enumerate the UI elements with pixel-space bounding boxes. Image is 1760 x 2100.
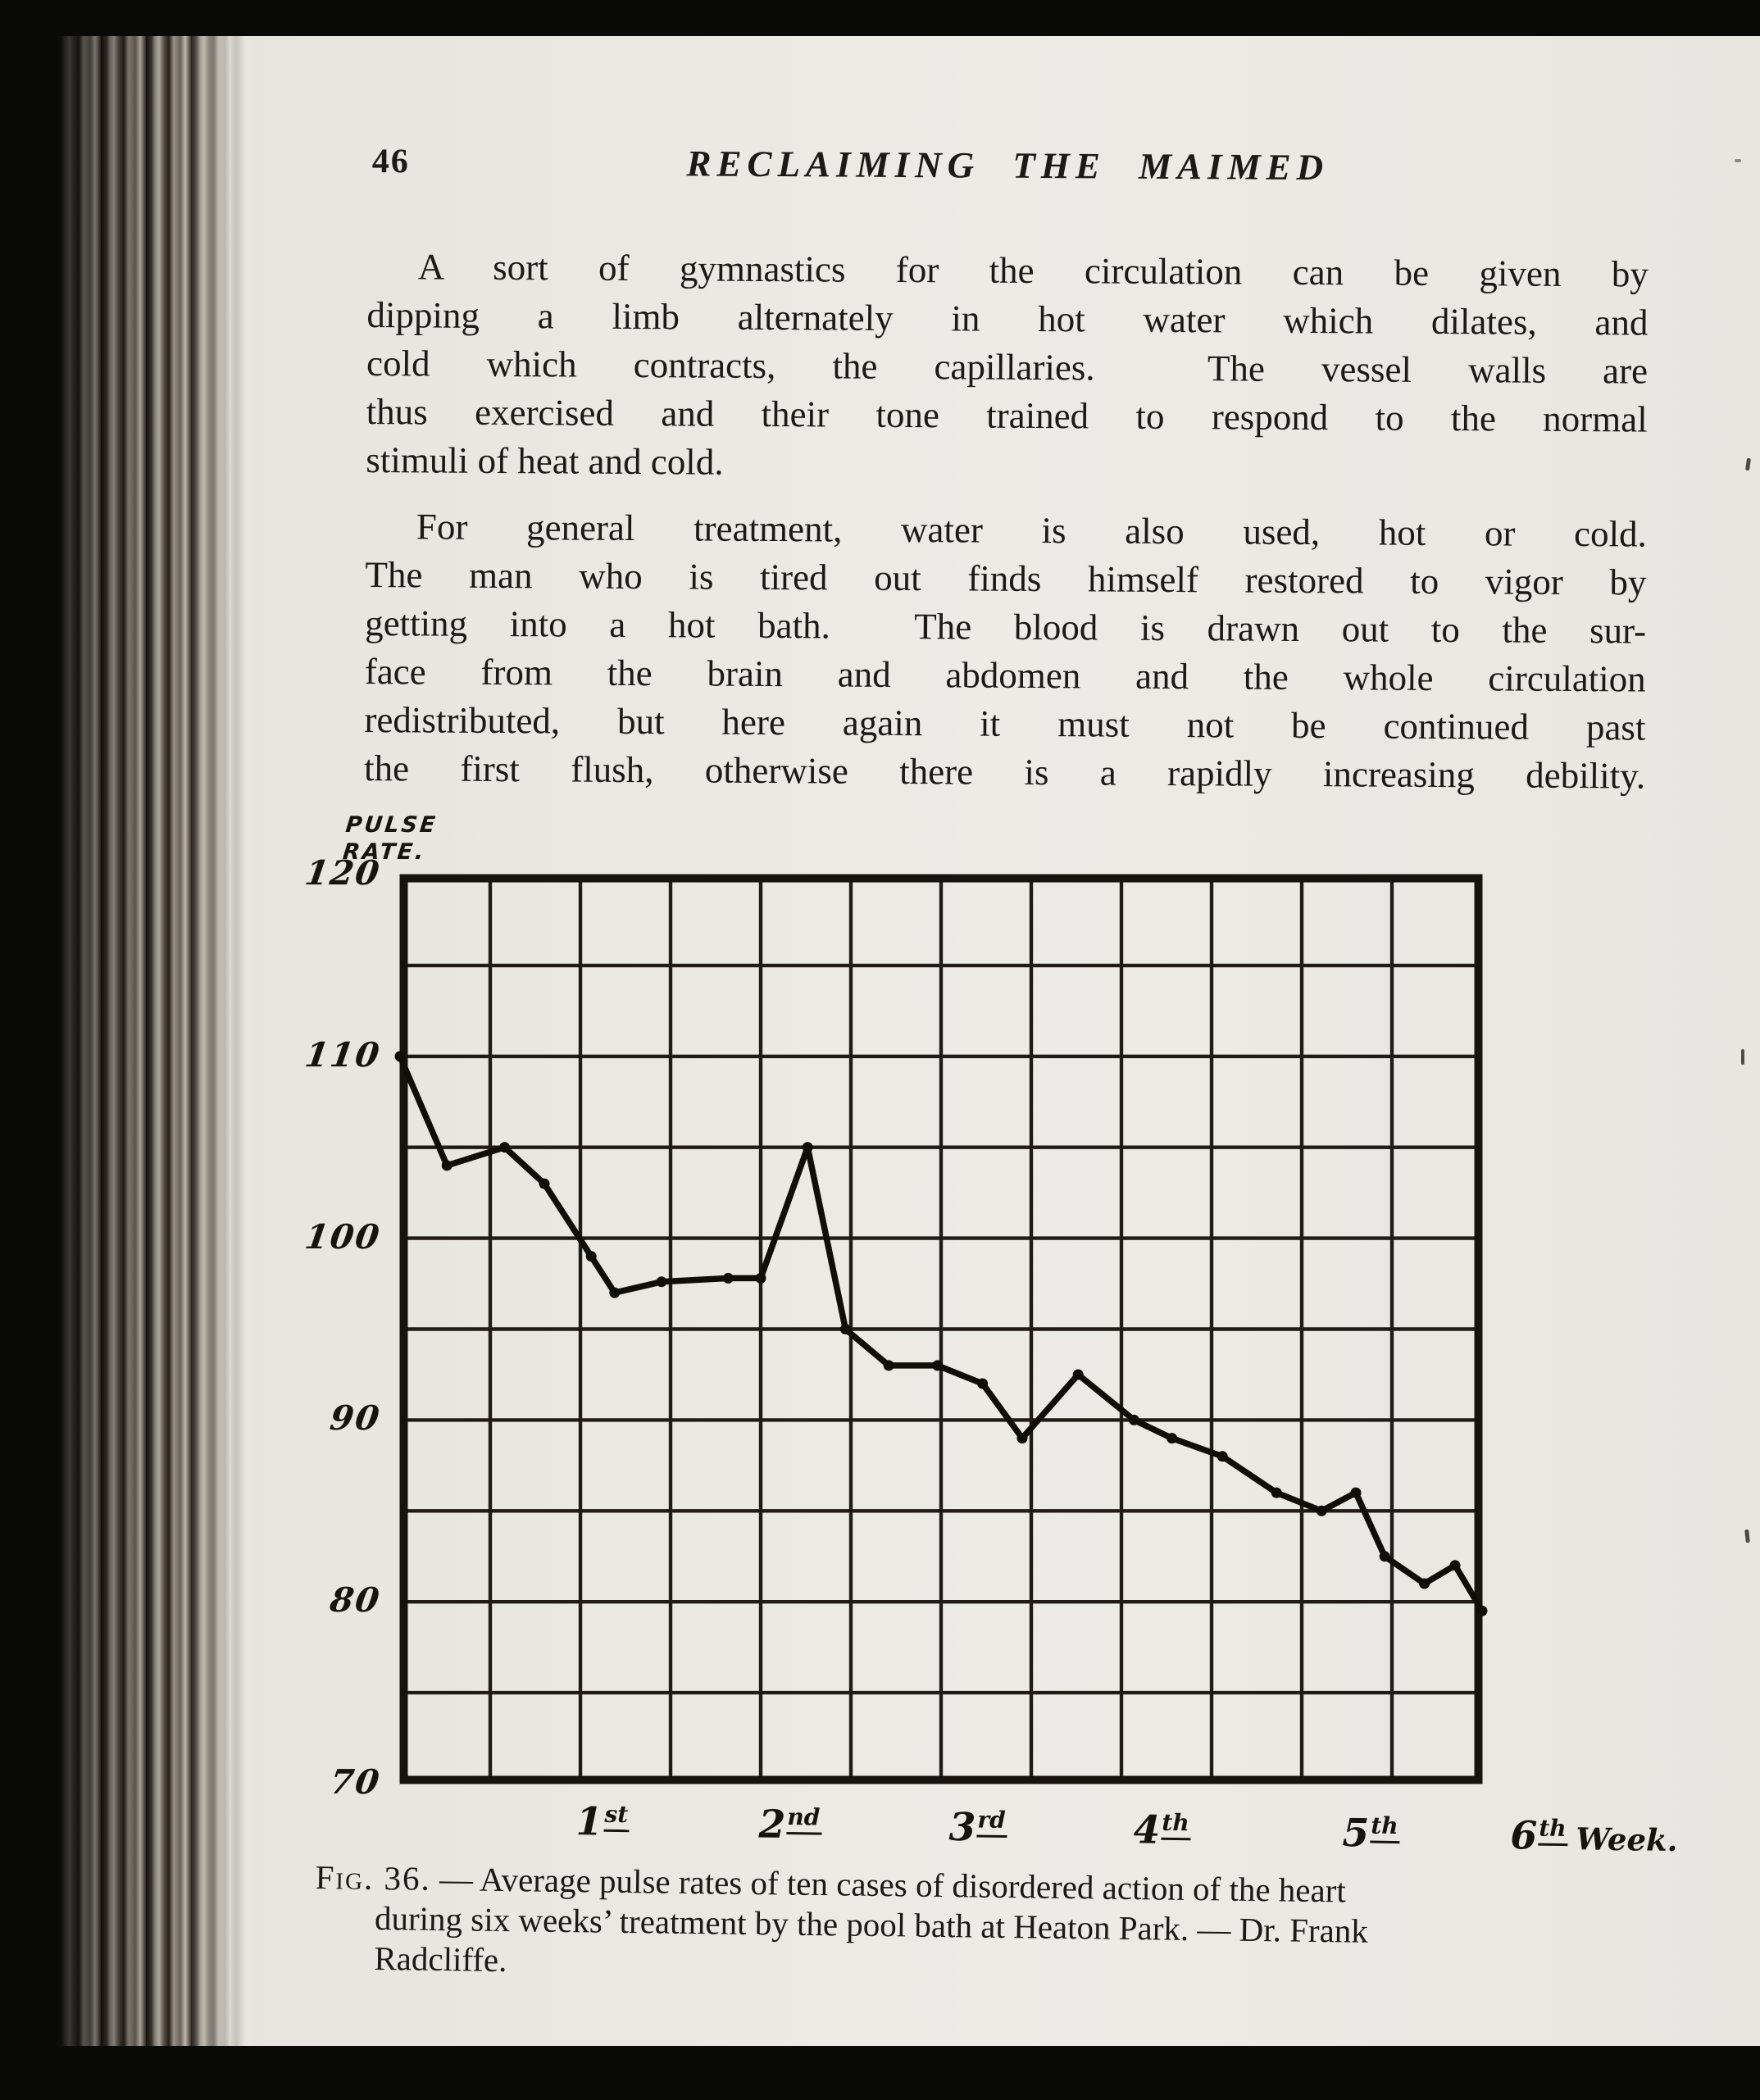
y-axis-title-line1: PULSE: [344, 812, 439, 838]
x-tick-label: 2nd: [758, 1802, 822, 1848]
x-tick-label: 3rd: [948, 1804, 1008, 1851]
y-tick-label: 90: [327, 1398, 384, 1439]
figure-caption: Fig. 36. — Average pulse rates of ten ca…: [314, 1857, 1660, 1995]
x-tick-label: 1st: [575, 1799, 630, 1845]
figure-36: PULSE RATE. 120 110 100 90 80 70 1st 2nd 3rd 4th…: [56, 36, 1760, 2046]
scan-speck: [1741, 1049, 1744, 1065]
y-axis-tick-labels: 120 110 100 90 80 70: [297, 853, 387, 1802]
y-tick-label: 80: [327, 1580, 384, 1620]
book-spine-page-edges-texture: [56, 36, 254, 2046]
y-tick-label: 100: [302, 1216, 384, 1257]
pulse-rate-line-chart: [394, 874, 1488, 1784]
x-tick-label: 4th: [1133, 1807, 1191, 1853]
figure-number-label: Fig. 36.: [315, 1858, 432, 1898]
scan-speck: [1735, 159, 1741, 162]
y-tick-label: 110: [302, 1034, 384, 1075]
x-tick-label: 5th: [1342, 1811, 1400, 1857]
x-tick-label: 6th Week.: [1510, 1813, 1678, 1859]
y-tick-label: 120: [302, 853, 384, 893]
book-page: 46 RECLAIMING THE MAIMED A sort of gymna…: [56, 36, 1760, 2046]
y-tick-label: 70: [327, 1762, 384, 1802]
